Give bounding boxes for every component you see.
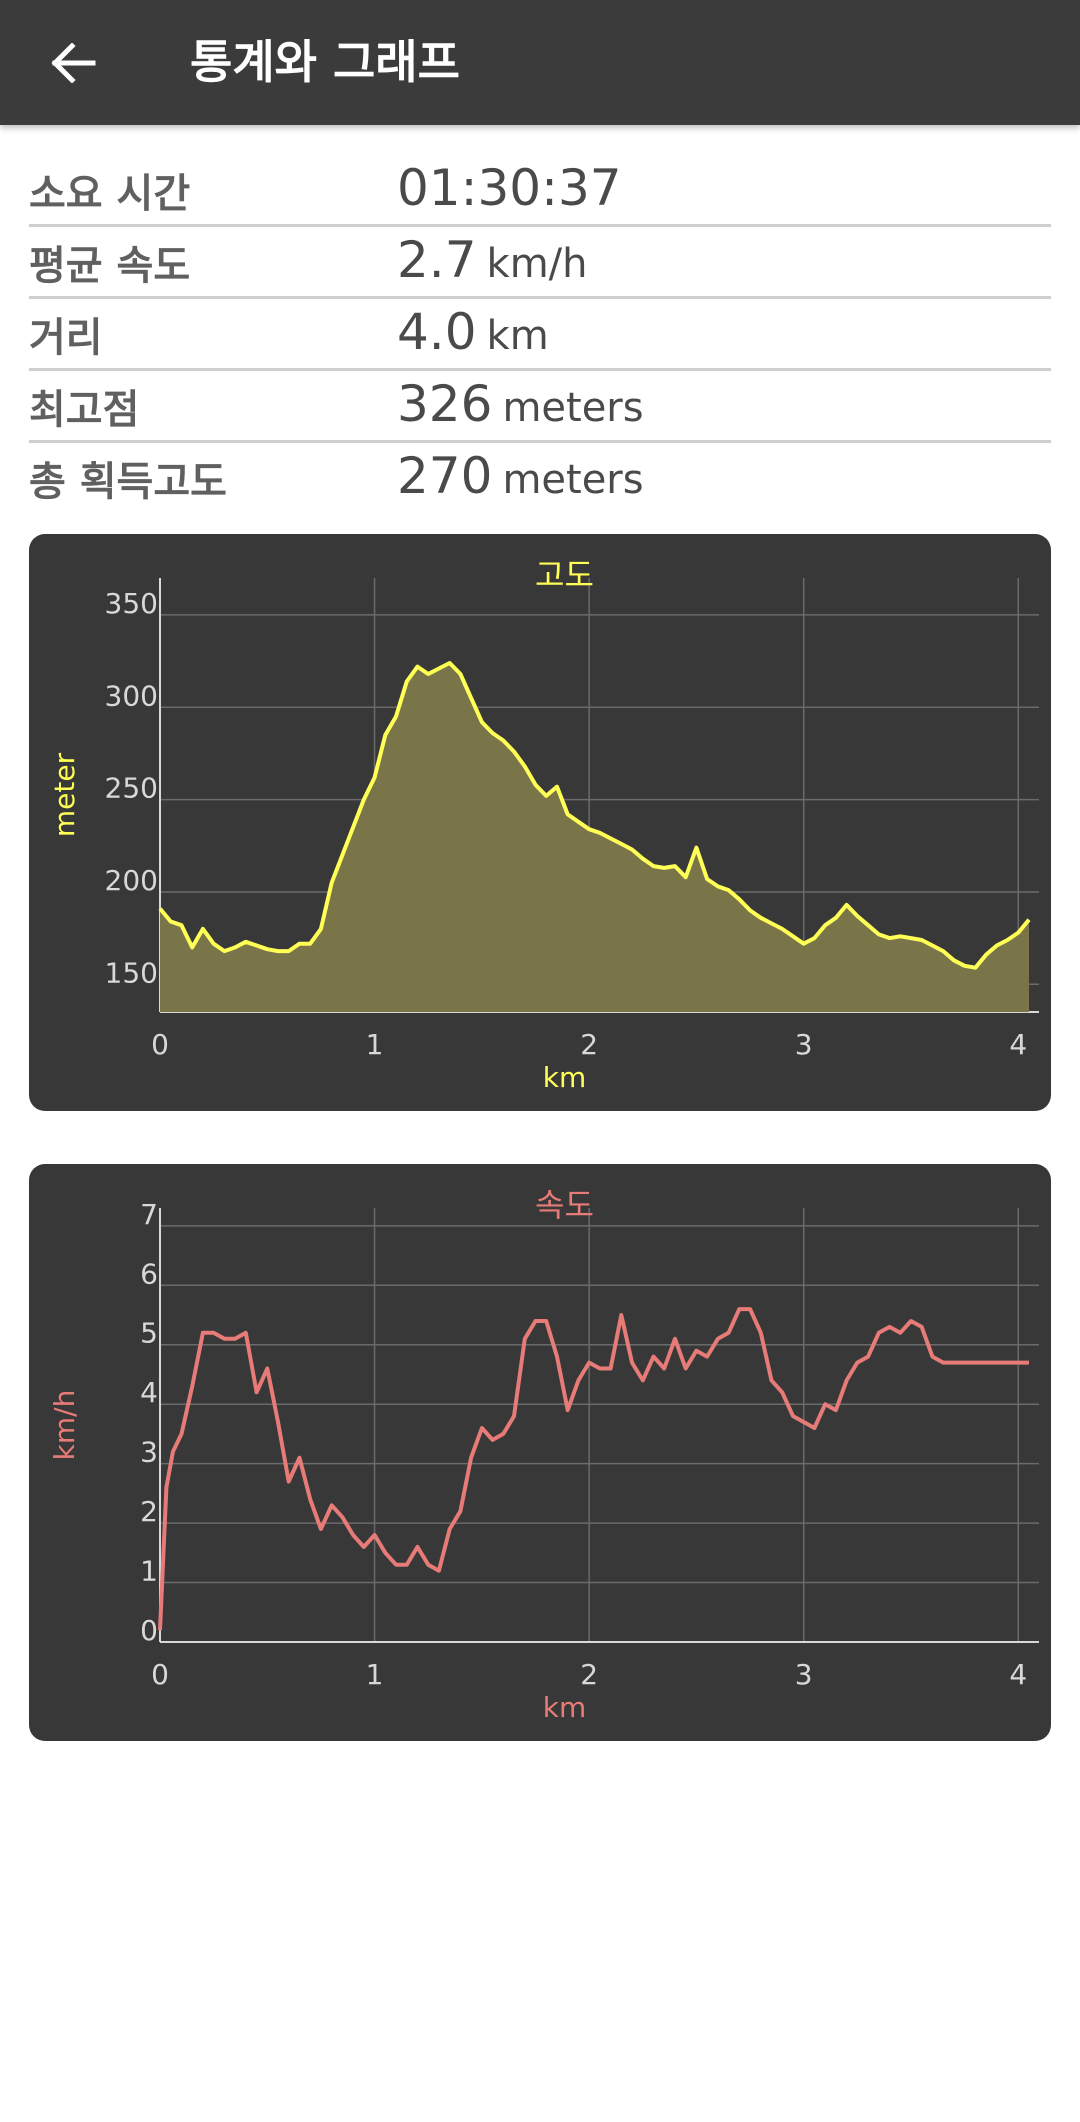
stat-label: 총 획득고도 bbox=[29, 459, 227, 505]
stat-row-max-altitude: 최고점 326 meters bbox=[29, 371, 1051, 443]
speed-x-tick-label: 4 bbox=[1009, 1658, 1027, 1691]
stat-label: 소요 시간 bbox=[29, 171, 191, 217]
speed-x-tick-label: 3 bbox=[795, 1658, 813, 1691]
altitude-x-tick-label: 1 bbox=[366, 1028, 384, 1061]
speed-y-tick-label: 3 bbox=[140, 1436, 158, 1469]
stat-value: 2.7 km/h bbox=[397, 231, 588, 289]
stat-value: 270 meters bbox=[397, 447, 644, 505]
altitude-x-tick-label: 0 bbox=[151, 1028, 169, 1061]
stat-label: 최고점 bbox=[29, 387, 140, 433]
altitude-y-tick-label: 350 bbox=[105, 587, 158, 620]
altitude-y-tick-label: 200 bbox=[105, 864, 158, 897]
stat-label: 거리 bbox=[29, 315, 103, 361]
stat-row-elevation-gain: 총 획득고도 270 meters bbox=[29, 443, 1051, 512]
speed-y-tick-label: 2 bbox=[140, 1495, 158, 1528]
stat-number: 2.7 bbox=[397, 231, 477, 289]
stat-value: 326 meters bbox=[397, 375, 644, 433]
stat-number: 270 bbox=[397, 447, 493, 505]
altitude-y-tick-label: 150 bbox=[105, 956, 158, 989]
stat-unit: meters bbox=[502, 385, 644, 431]
speed-x-tick-label: 1 bbox=[366, 1658, 384, 1691]
page-title: 통계와 그래프 bbox=[190, 35, 460, 89]
app-bar: 통계와 그래프 bbox=[0, 0, 1080, 125]
stat-row-duration: 소요 시간 01:30:37 bbox=[29, 155, 1051, 227]
speed-y-tick-label: 7 bbox=[140, 1198, 158, 1231]
stat-unit: meters bbox=[502, 457, 644, 503]
speed-chart-card: 0 1 2 3 4 0 1 2 3 4 5 6 7 속도 km km/h bbox=[29, 1164, 1051, 1741]
speed-x-tick-label: 0 bbox=[151, 1658, 169, 1691]
speed-y-tick-label: 4 bbox=[140, 1376, 158, 1409]
altitude-x-tick-label: 4 bbox=[1009, 1028, 1027, 1061]
speed-y-tick-label: 1 bbox=[140, 1555, 158, 1588]
speed-y-tick-label: 5 bbox=[140, 1317, 158, 1350]
altitude-series-line bbox=[158, 661, 1031, 970]
altitude-chart: 0 1 2 3 4 150 200 250 300 350 고도 km meter bbox=[48, 556, 1039, 1094]
stat-value: 01:30:37 bbox=[397, 159, 622, 217]
stat-label: 평균 속도 bbox=[29, 243, 191, 289]
speed-series-line bbox=[158, 1307, 1029, 1631]
speed-y-tick-label: 0 bbox=[140, 1614, 158, 1647]
altitude-y-axis-label: meter bbox=[48, 752, 81, 837]
back-button[interactable] bbox=[28, 20, 118, 106]
altitude-chart-title: 고도 bbox=[535, 556, 594, 594]
speed-y-tick-label: 6 bbox=[140, 1257, 158, 1290]
stat-row-distance: 거리 4.0 km bbox=[29, 299, 1051, 371]
altitude-y-tick-label: 300 bbox=[105, 679, 158, 712]
stat-number: 4.0 bbox=[397, 303, 477, 361]
stat-number: 01:30:37 bbox=[397, 159, 622, 217]
stats-list: 소요 시간 01:30:37 평균 속도 2.7 km/h 거리 4.0 km 최고… bbox=[29, 155, 1051, 512]
stat-unit: km/h bbox=[486, 241, 588, 287]
arrow-left-icon bbox=[51, 43, 96, 83]
stat-unit: km bbox=[486, 313, 549, 359]
speed-chart: 0 1 2 3 4 0 1 2 3 4 5 6 7 속도 km km/h bbox=[48, 1186, 1039, 1724]
altitude-chart-card: 0 1 2 3 4 150 200 250 300 350 고도 km meter bbox=[29, 534, 1051, 1111]
altitude-x-tick-label: 3 bbox=[795, 1028, 813, 1061]
stat-row-avg-speed: 평균 속도 2.7 km/h bbox=[29, 227, 1051, 299]
altitude-x-tick-label: 2 bbox=[580, 1028, 598, 1061]
stat-number: 326 bbox=[397, 375, 493, 433]
stat-value: 4.0 km bbox=[397, 303, 549, 361]
speed-chart-title: 속도 bbox=[535, 1186, 594, 1224]
altitude-y-tick-label: 250 bbox=[105, 772, 158, 805]
speed-x-tick-label: 2 bbox=[580, 1658, 598, 1691]
speed-x-axis-label: km bbox=[543, 1691, 587, 1724]
speed-y-axis-label: km/h bbox=[48, 1390, 81, 1461]
altitude-x-axis-label: km bbox=[543, 1061, 587, 1094]
altitude-area bbox=[160, 663, 1029, 1012]
